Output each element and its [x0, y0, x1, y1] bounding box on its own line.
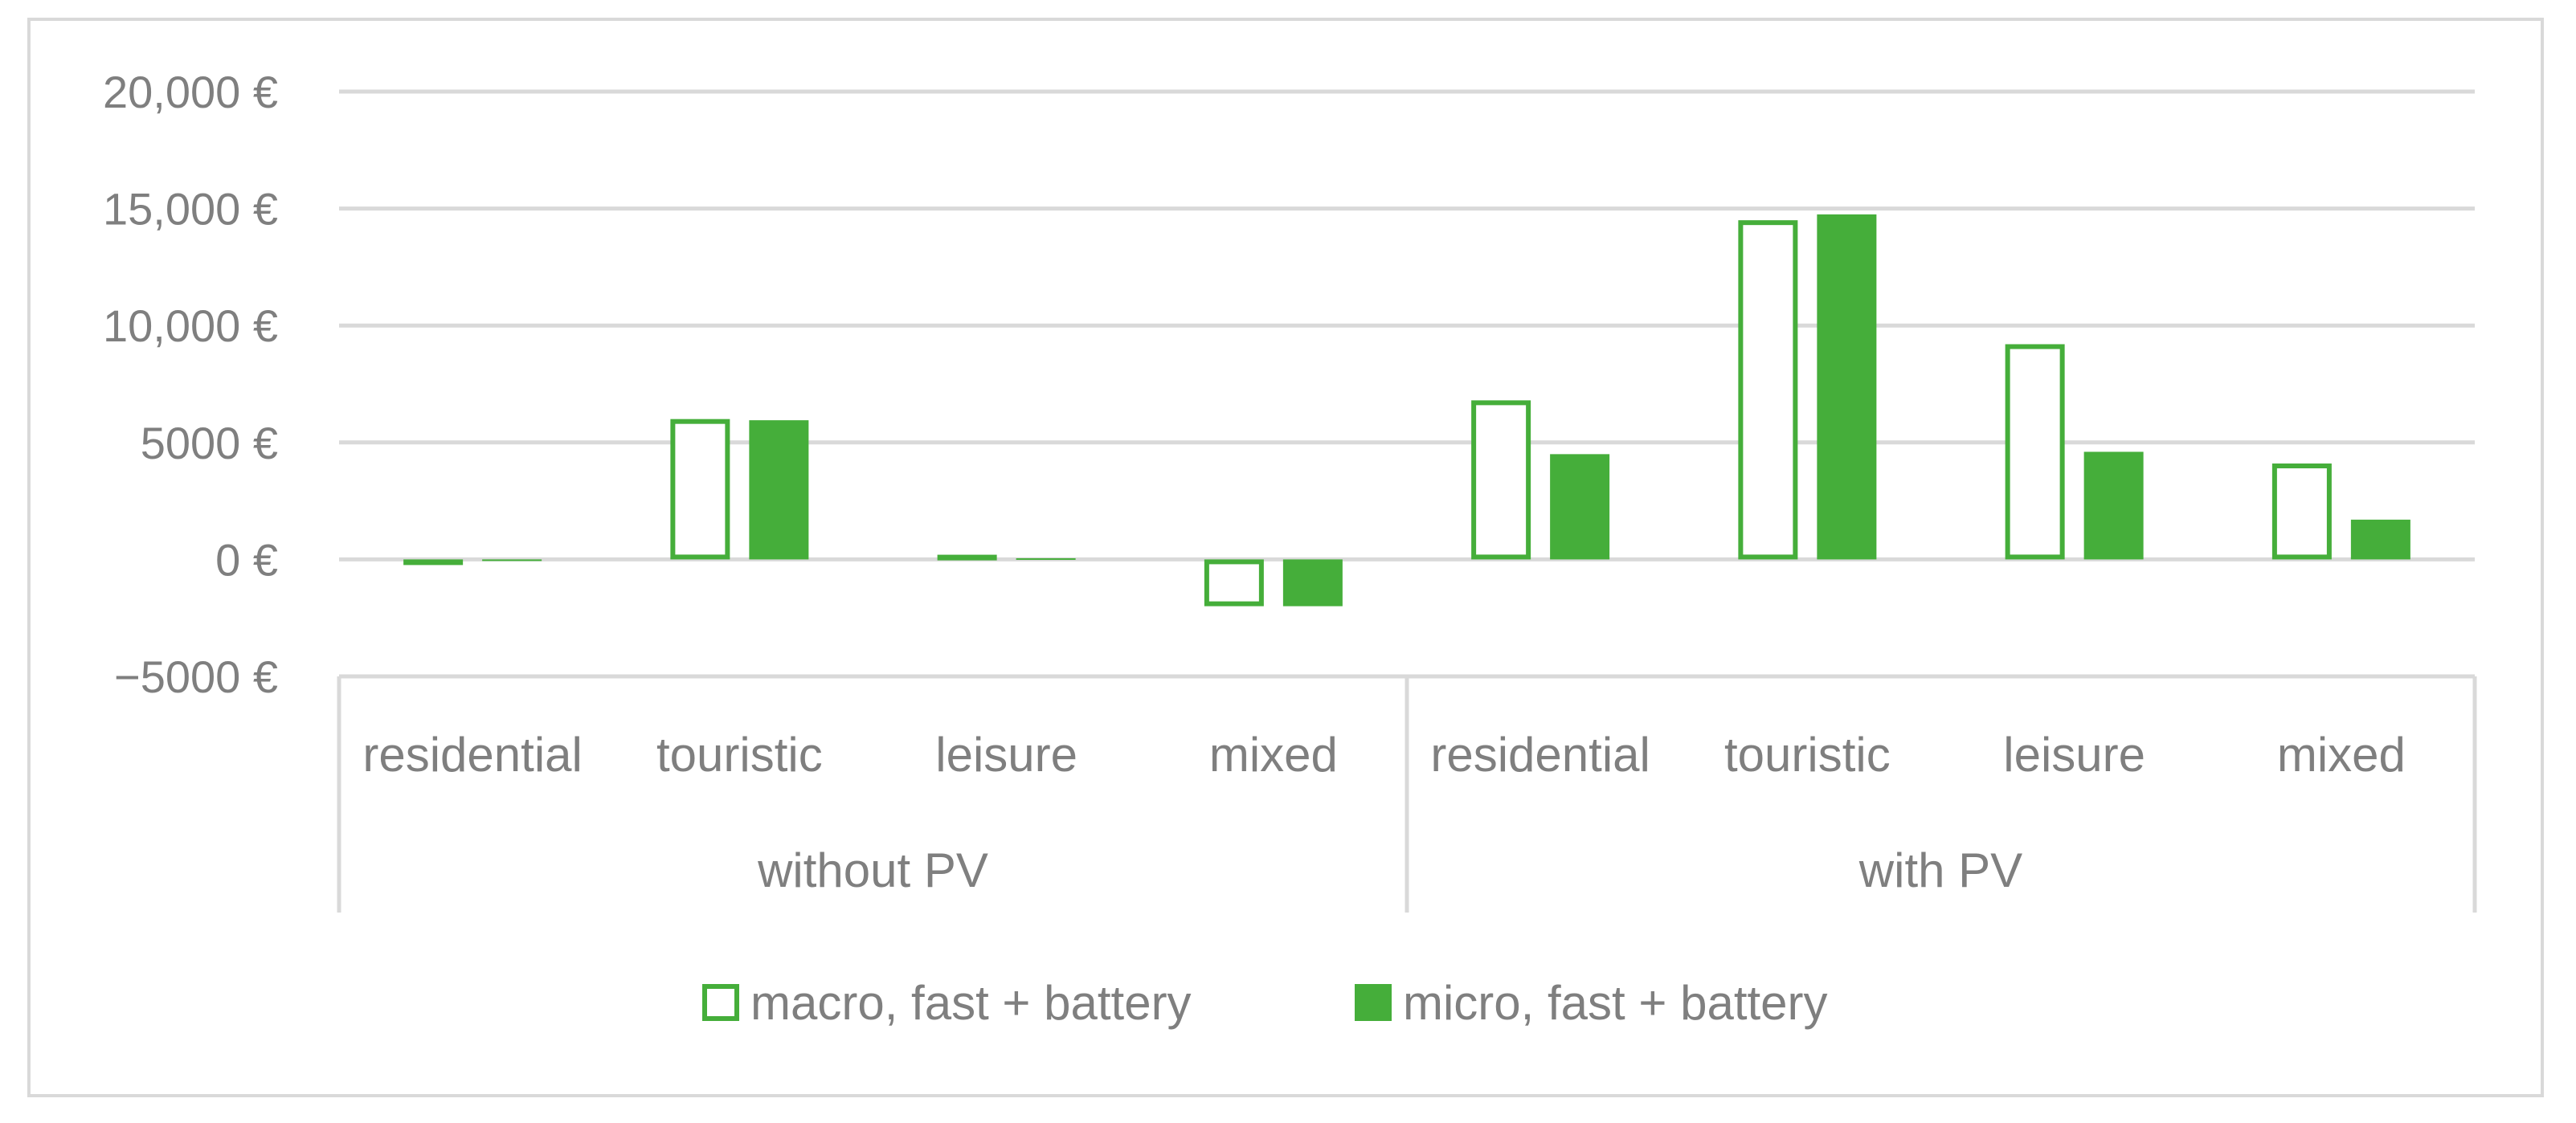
gridlines — [339, 89, 2475, 679]
x-category-label: residential — [362, 728, 583, 782]
bar-macro — [1738, 220, 1798, 560]
bar-micro — [2350, 519, 2410, 560]
x-group-label: with PV — [1858, 843, 2022, 897]
y-tick-label: 15,000 € — [103, 184, 278, 235]
bar-micro — [1282, 559, 1343, 606]
x-axis: residential touristic leisure mixed resident… — [337, 676, 2477, 913]
bar-macro — [1204, 559, 1264, 606]
legend-label: macro, fast + battery — [750, 976, 1192, 1030]
y-axis-tick-labels: 20,000 € 15,000 € 10,000 € 5000 € 0 € −5000 € — [103, 67, 278, 702]
bar-macro — [2271, 463, 2332, 560]
bar-micro — [1550, 454, 1610, 560]
bar-micro — [2083, 451, 2144, 560]
x-category-label: touristic — [1724, 728, 1891, 782]
y-tick-label: 0 € — [215, 534, 278, 585]
bars — [403, 214, 2410, 606]
y-tick-label: 5000 € — [141, 418, 278, 468]
bar-micro — [482, 559, 542, 562]
y-tick-label: 10,000 € — [103, 300, 278, 351]
y-tick-label: 20,000 € — [103, 67, 278, 117]
bar-macro — [937, 554, 997, 561]
x-category-label: residential — [1430, 728, 1650, 782]
bar-micro — [749, 420, 809, 560]
bar-micro — [1016, 557, 1076, 560]
legend-label: micro, fast + battery — [1403, 976, 1828, 1030]
bar-macro — [2005, 344, 2065, 560]
x-category-label: touristic — [656, 728, 823, 782]
legend-swatch-macro — [702, 984, 739, 1021]
x-category-label: mixed — [2277, 728, 2406, 782]
x-group-label: without PV — [757, 843, 988, 897]
legend: macro, fast + battery micro, fast + batte… — [702, 976, 1828, 1030]
x-category-label: leisure — [935, 728, 1077, 782]
bar-micro — [1817, 214, 1877, 560]
legend-swatch-micro — [1355, 984, 1392, 1021]
bar-macro — [1471, 400, 1531, 560]
x-category-label: leisure — [2003, 728, 2145, 782]
y-tick-label: −5000 € — [114, 651, 278, 702]
x-category-label: mixed — [1209, 728, 1338, 782]
bar-macro — [670, 419, 730, 560]
